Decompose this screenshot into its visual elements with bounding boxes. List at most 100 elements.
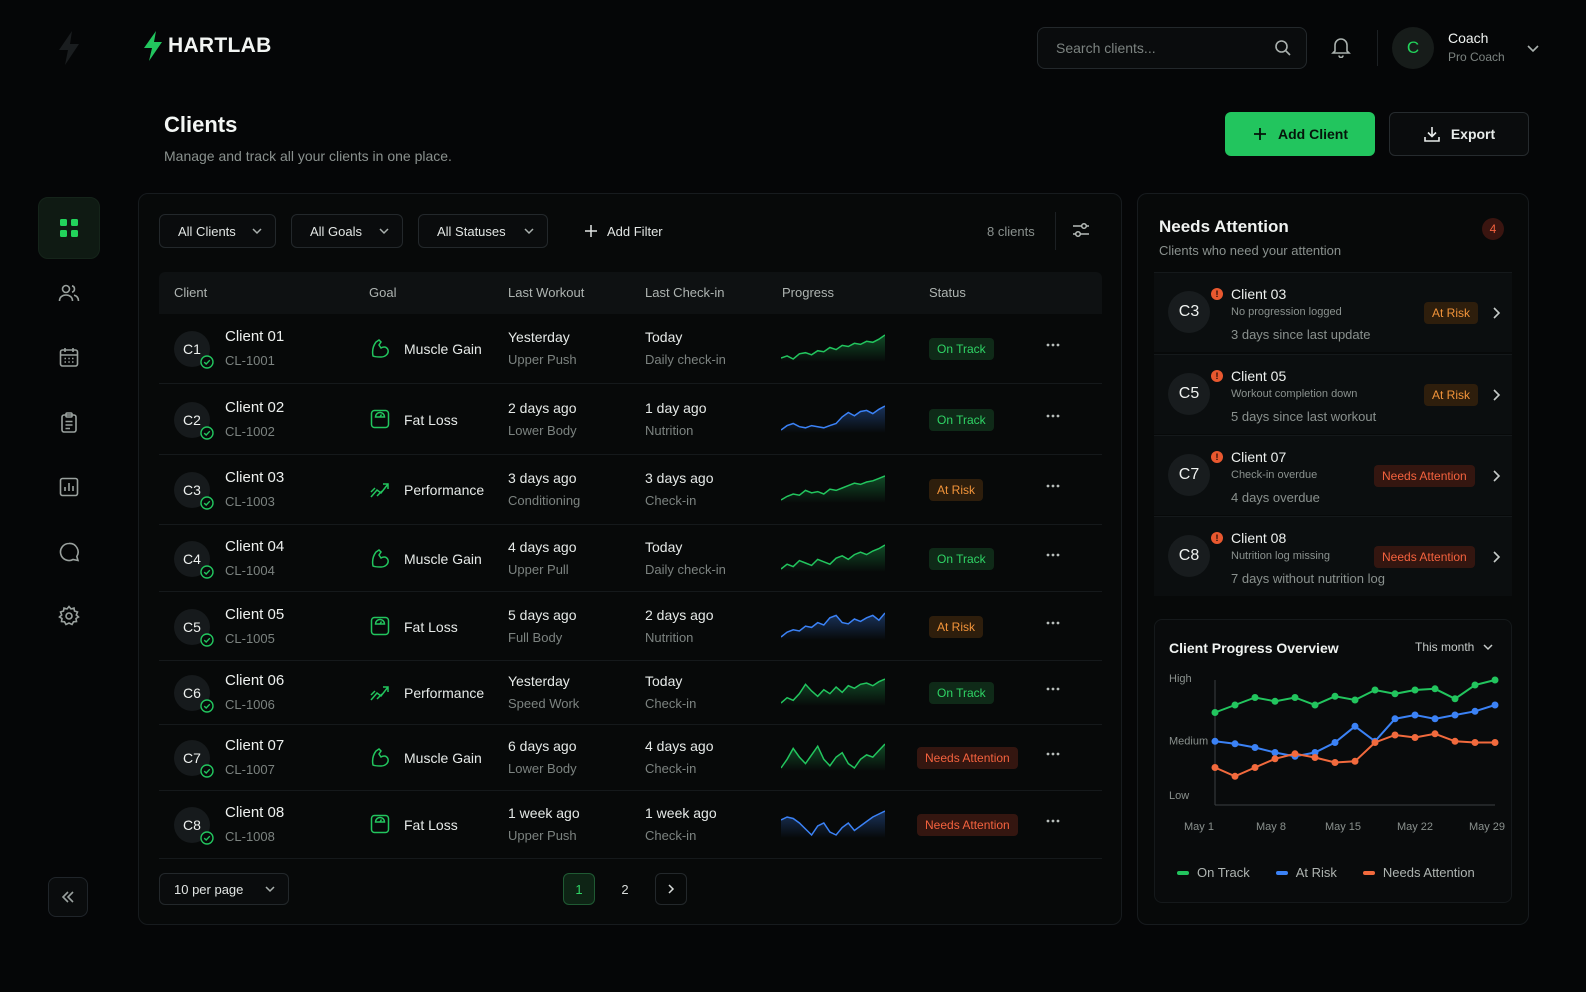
data-point [1251,744,1259,751]
last-checkin-type: Check-in [645,696,697,711]
brand-name: HARTLAB [168,34,272,57]
sidebar-item-calendar[interactable] [38,326,100,388]
attention-reason: Workout completion down [1231,388,1358,400]
table-row[interactable]: C2 Client 02 CL-1002 Fat Loss 2 days ago… [159,384,1102,455]
attention-item[interactable]: C3 ! Client 03 No progression logged 3 d… [1154,272,1512,352]
sidebar-item-settings[interactable] [38,585,100,647]
search-input[interactable] [1056,40,1256,56]
client-id: CL-1004 [225,562,275,578]
client-name[interactable]: Client 03 [225,469,285,486]
client-name[interactable]: Client 04 [225,537,285,555]
per-page-select[interactable]: 10 per page [159,873,289,905]
brand-logo[interactable]: HARTLAB [142,30,272,62]
last-workout: 1 week ago [508,805,580,821]
notifications-button[interactable] [1331,36,1351,58]
status-badge: On Track [929,408,994,431]
row-actions-button[interactable] [1045,478,1061,494]
more-horizontal-icon [1046,819,1060,823]
row-actions-button[interactable] [1045,615,1061,631]
row-actions-button[interactable] [1045,408,1061,424]
client-name[interactable]: Client 05 [225,605,285,623]
next-page-button[interactable] [655,873,687,905]
user-menu-toggle[interactable] [1526,41,1540,55]
legend-item[interactable]: On Track [1177,865,1250,880]
sidebar-item-programs[interactable] [38,391,100,453]
last-workout-type: Upper Push [508,828,577,843]
scale-icon [370,814,390,834]
table-settings-button[interactable] [1071,221,1091,239]
filter-goals-dropdown[interactable]: All Goals [291,214,403,248]
client-name[interactable]: Client 01 [225,328,285,345]
row-actions-button[interactable] [1045,337,1061,353]
attention-item[interactable]: C7 ! Client 07 Check-in overdue 4 days o… [1154,435,1512,515]
sidebar-item-clients[interactable] [38,262,100,324]
user-avatar[interactable]: C [1392,27,1434,69]
table-row[interactable]: C4 Client 04 CL-1004 Muscle Gain 4 days … [159,525,1102,592]
filter-statuses-dropdown[interactable]: All Statuses [418,214,548,248]
legend-swatch [1362,870,1375,875]
column-header-last-checkin[interactable]: Last Check-in [645,285,725,300]
add-filter-button[interactable]: Add Filter [583,214,663,248]
search-icon[interactable] [1274,39,1292,57]
row-actions-button[interactable] [1045,547,1061,563]
sidebar-item-analytics[interactable] [38,456,100,518]
add-client-button[interactable]: Add Client [1225,112,1375,156]
table-row[interactable]: C3 Client 03 CL-1003 Performance 3 days … [159,455,1102,525]
export-button[interactable]: Export [1389,112,1529,156]
y-tick-label: High [1169,673,1192,685]
column-header-status[interactable]: Status [929,285,966,300]
table-row[interactable]: C1 Client 01 CL-1001 Muscle Gain Yesterd… [159,314,1102,384]
attention-reason: Nutrition log missing [1231,550,1331,562]
column-header-progress[interactable]: Progress [782,285,835,300]
column-header-goal[interactable]: Goal [369,285,397,300]
data-point [1391,690,1399,698]
performance-icon [370,483,389,498]
filter-clients-dropdown[interactable]: All Clients [159,214,276,248]
client-name[interactable]: Client 07 [1231,449,1287,465]
column-header-client[interactable]: Client [174,285,208,300]
sparkline-area [781,679,885,706]
user-name[interactable]: Coach [1448,30,1489,46]
data-point [1451,711,1459,719]
attention-item[interactable]: C8 ! Client 08 Nutrition log missing 7 d… [1154,516,1512,596]
open-client-button[interactable] [1490,550,1502,564]
client-name[interactable]: Client 02 [225,398,285,416]
y-tick-label: Low [1169,790,1189,802]
client-name[interactable]: Client 07 [225,737,285,754]
client-name[interactable]: Client 03 [1231,286,1287,302]
overview-range-select[interactable]: This month [1415,640,1494,654]
sidebar-item-messages[interactable] [38,521,100,583]
legend-item[interactable]: At Risk [1275,865,1337,880]
open-client-button[interactable] [1490,388,1502,402]
table-row[interactable]: C6 Client 06 CL-1006 Performance Yesterd… [159,661,1102,725]
client-name[interactable]: Client 08 [1231,530,1287,546]
page-2-button[interactable]: 2 [621,881,629,897]
sidebar-item-dashboard[interactable] [38,197,100,259]
row-actions-button[interactable] [1045,681,1061,697]
collapse-sidebar-button[interactable] [48,877,88,917]
clients-table-panel: All Clients All Goals All Statuses Add F… [138,193,1122,925]
client-name[interactable]: Client 05 [1231,368,1287,384]
rail-logo-icon[interactable] [56,30,82,66]
table-row[interactable]: C8 Client 08 CL-1008 Fat Loss 1 week ago… [159,791,1102,859]
row-actions-button[interactable] [1045,746,1061,762]
open-client-button[interactable] [1490,469,1502,483]
client-name[interactable]: Client 08 [225,804,285,821]
legend-swatch [1275,870,1288,875]
client-id: CL-1003 [225,494,275,509]
progress-sparkline [781,404,885,433]
page-1-button[interactable]: 1 [563,873,595,905]
row-actions-button[interactable] [1045,813,1061,829]
attention-item[interactable]: C5 ! Client 05 Workout completion down 5… [1154,354,1512,434]
bar-chart-icon [59,477,79,497]
search-box[interactable] [1037,27,1307,69]
column-header-last-workout[interactable]: Last Workout [508,285,585,300]
table-row[interactable]: C7 Client 07 CL-1007 Muscle Gain 6 days … [159,725,1102,791]
open-client-button[interactable] [1490,306,1502,320]
chart-legend: On Track At Risk Needs Attention [1177,865,1475,880]
client-name[interactable]: Client 06 [225,672,285,689]
table-row[interactable]: C5 Client 05 CL-1005 Fat Loss 5 days ago… [159,592,1102,661]
progress-sparkline [781,475,885,503]
data-point [1371,686,1379,694]
legend-item[interactable]: Needs Attention [1362,865,1475,880]
